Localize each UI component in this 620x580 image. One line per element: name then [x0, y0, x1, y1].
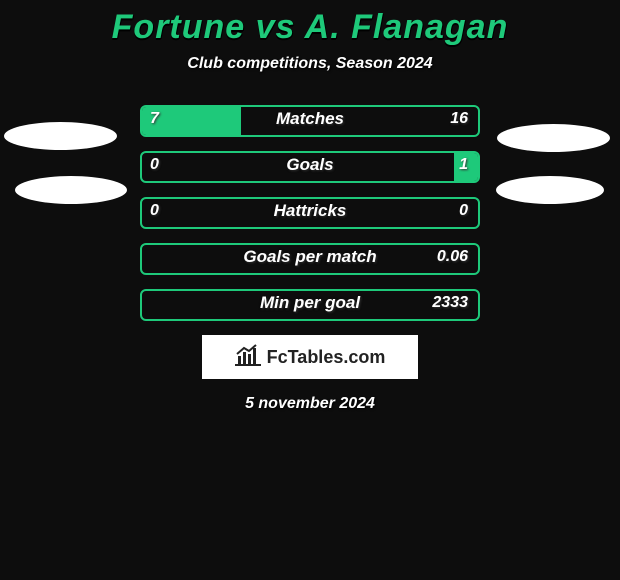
brand-text: FcTables.com [267, 347, 386, 368]
subtitle: Club competitions, Season 2024 [0, 55, 620, 73]
stat-label: Min per goal [140, 289, 480, 321]
stat-row: Goals per match0.06 [0, 243, 620, 275]
player-photo-placeholder [4, 122, 117, 150]
stat-value-right: 2333 [432, 289, 468, 321]
stat-value-left: 0 [150, 151, 159, 183]
stat-value-right: 0 [459, 197, 468, 229]
stat-label: Goals per match [140, 243, 480, 275]
player-photo-placeholder [15, 176, 127, 204]
stat-value-left: 7 [150, 105, 159, 137]
stat-label: Matches [140, 105, 480, 137]
stat-label: Goals [140, 151, 480, 183]
stat-value-left: 0 [150, 197, 159, 229]
stat-value-right: 16 [450, 105, 468, 137]
card: Fortune vs A. Flanagan Club competitions… [0, 0, 620, 413]
brand-logo[interactable]: FcTables.com [202, 335, 418, 379]
player-photo-placeholder [497, 124, 610, 152]
date-label: 5 november 2024 [0, 395, 620, 413]
stat-value-right: 0.06 [437, 243, 468, 275]
page-title: Fortune vs A. Flanagan [0, 0, 620, 47]
chart-icon [235, 344, 261, 371]
stat-row: Min per goal2333 [0, 289, 620, 321]
stat-value-right: 1 [459, 151, 468, 183]
stat-label: Hattricks [140, 197, 480, 229]
player-photo-placeholder [496, 176, 604, 204]
